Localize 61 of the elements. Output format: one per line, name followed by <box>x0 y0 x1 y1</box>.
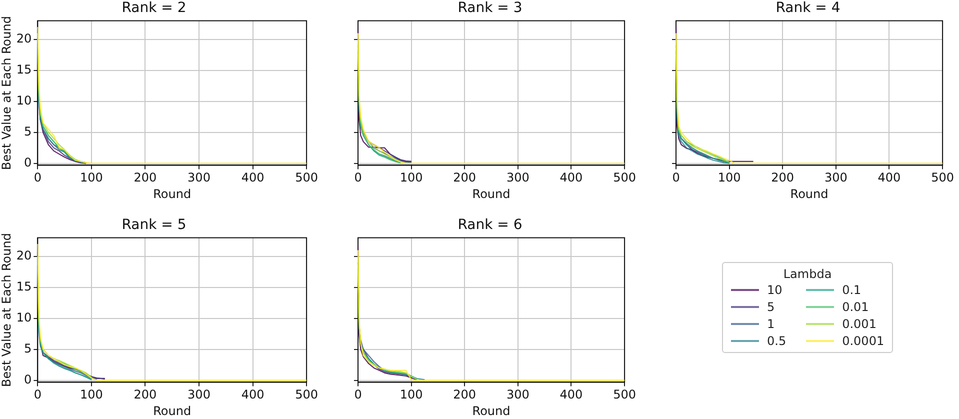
x-tick-label: 400 <box>241 170 264 185</box>
legend-label: 1 <box>767 317 775 331</box>
legend-label: 0.001 <box>842 317 876 331</box>
x-tick-label: 0 <box>354 170 362 185</box>
x-tick-label: 400 <box>560 388 583 402</box>
legend-label: 0.5 <box>767 334 786 348</box>
legend-title: Lambda <box>782 267 833 281</box>
y-tick-label: 5 <box>24 341 32 356</box>
x-tick-label: 200 <box>453 170 476 185</box>
y-tick-label: 0 <box>24 372 32 386</box>
x-tick-label: 500 <box>295 170 318 185</box>
y-tick-label: 5 <box>24 124 32 138</box>
x-tick-label: 500 <box>613 388 636 402</box>
x-tick-label: 100 <box>80 388 103 402</box>
x-tick-label: 0 <box>34 388 42 402</box>
x-tick-label: 0 <box>672 170 680 185</box>
y-tick-label: 10 <box>16 93 32 108</box>
y-tick-label: 0 <box>24 155 32 170</box>
x-tick-label: 0 <box>354 388 362 402</box>
x-tick-label: 200 <box>453 388 476 402</box>
legend-label: 5 <box>767 300 775 314</box>
x-tick-label: 200 <box>771 170 794 185</box>
x-tick-label: 300 <box>506 170 530 185</box>
chart-title: Rank = 2 <box>122 0 186 16</box>
x-tick-label: 100 <box>80 170 103 185</box>
x-axis-title: Round <box>153 186 192 201</box>
x-tick-label: 0 <box>34 170 42 185</box>
y-axis-title: Best Value at Each Round <box>0 16 14 170</box>
y-axis-title: Best Value at Each Round <box>0 233 14 387</box>
x-tick-label: 100 <box>718 170 741 185</box>
x-tick-label: 300 <box>188 170 210 185</box>
legend-label: 0.01 <box>842 300 869 314</box>
x-tick-label: 400 <box>560 170 583 185</box>
x-tick-label: 300 <box>506 388 530 402</box>
legend-label: 10 <box>767 283 782 297</box>
chart-title: Rank = 3 <box>458 0 522 16</box>
x-tick-label: 500 <box>931 170 954 185</box>
x-tick-label: 200 <box>134 388 157 402</box>
x-axis-title: Round <box>790 186 828 201</box>
x-tick-label: 500 <box>613 170 636 185</box>
y-tick-label: 15 <box>16 280 32 294</box>
y-tick-label: 15 <box>16 62 32 77</box>
chart-title: Rank = 6 <box>458 217 522 234</box>
y-tick-label: 20 <box>16 32 32 46</box>
x-tick-label: 200 <box>134 170 157 185</box>
x-tick-label: 500 <box>295 388 318 402</box>
x-axis-title: Round <box>472 186 510 201</box>
x-tick-label: 300 <box>824 170 848 185</box>
x-axis-title: Round <box>153 404 192 418</box>
x-axis-title: Round <box>472 404 510 418</box>
x-tick-label: 300 <box>188 388 210 402</box>
y-tick-label: 10 <box>16 310 32 324</box>
x-tick-label: 400 <box>241 388 264 402</box>
chart-title: Rank = 4 <box>776 0 840 16</box>
x-tick-label: 400 <box>878 170 901 185</box>
legend-label: 0.0001 <box>842 334 884 348</box>
chart-title: Rank = 5 <box>122 217 186 234</box>
legend-label: 0.1 <box>842 283 862 297</box>
x-tick-label: 100 <box>400 170 423 185</box>
y-tick-label: 20 <box>16 248 32 263</box>
x-tick-label: 100 <box>400 388 423 402</box>
